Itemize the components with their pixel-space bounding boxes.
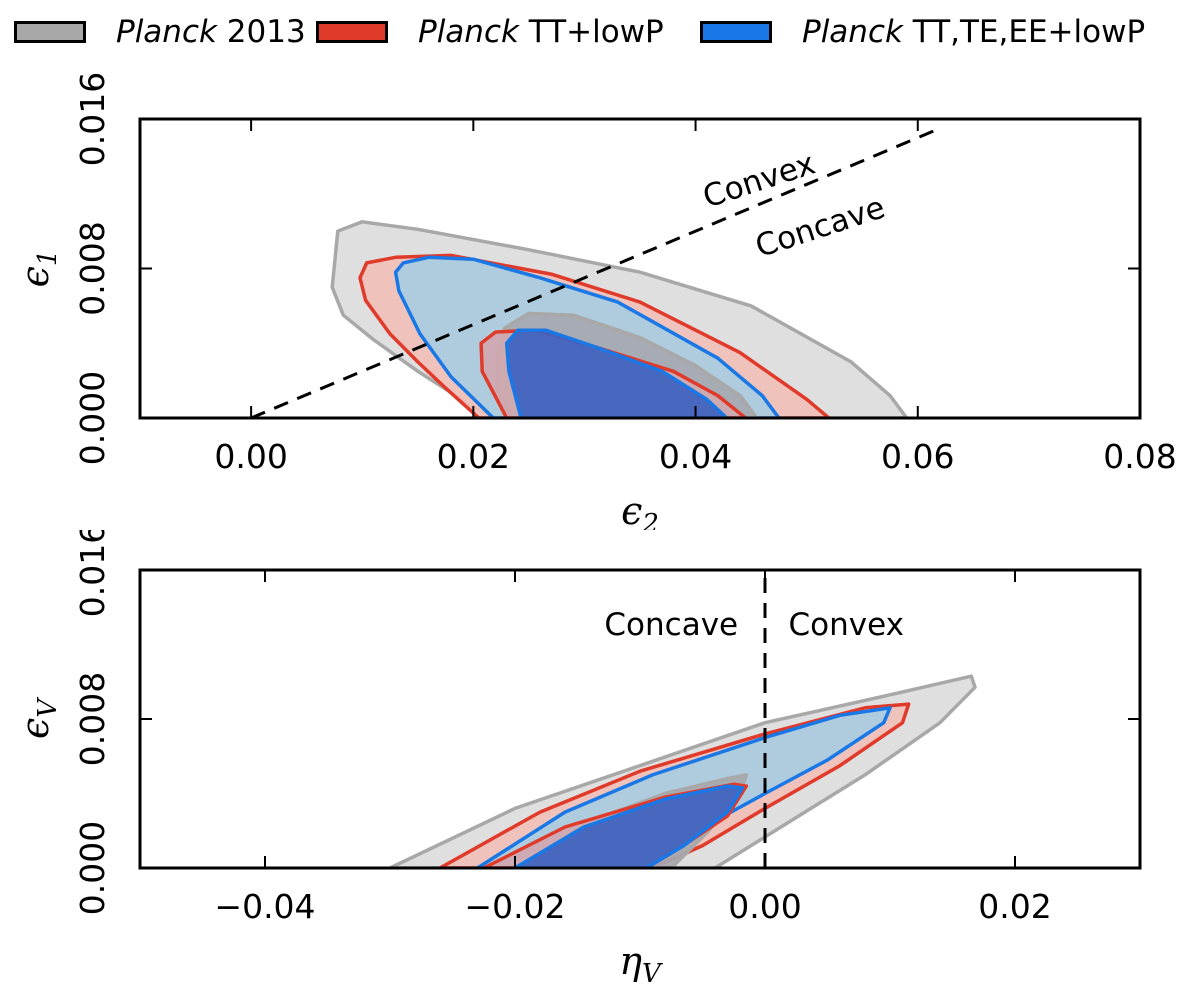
legend-swatch-planck-tt-lowp: [316, 21, 388, 43]
legend-item-planck-tt-te-ee-lowp: Planck TT,TE,EE+lowP: [700, 14, 1145, 50]
x-tick-label: 0.08: [1103, 437, 1176, 476]
contour-planck-tt-te-ee-lowp-68: [513, 784, 745, 868]
x-axis-label-subscript: V: [642, 959, 663, 989]
y-tick-label: 0.000: [73, 821, 112, 915]
x-tick-label: 0.00: [214, 437, 287, 476]
x-axis-label: ϵ2: [621, 489, 659, 530]
y-tick-label: 0.008: [73, 221, 112, 315]
plot-area: [388, 570, 977, 868]
x-axis-label-subscript: 2: [641, 509, 659, 530]
legend-item-planck-tt-lowp: Planck TT+lowP: [316, 14, 664, 50]
legend-swatch-planck-2013: [14, 21, 86, 43]
epsilonV-vs-etaV-chart: Concave Convex −0.04 −0.02 0.00 0.02 0.000 0.00…: [13, 530, 1142, 989]
x-tick-label: 0.04: [659, 437, 732, 476]
x-tick-label: 0.00: [728, 887, 801, 926]
y-tick-label: 0.016: [73, 72, 112, 166]
legend-label-planck-tt-te-ee-lowp: Planck TT,TE,EE+lowP: [802, 14, 1146, 50]
annotation-convex: Convex: [789, 607, 904, 643]
plot-area: [250, 126, 941, 418]
x-tick-label: 0.02: [437, 437, 510, 476]
x-tick-label: −0.02: [464, 887, 565, 926]
legend-label-planck-2013: Planck 2013: [116, 14, 306, 50]
legend-label-planck-tt-lowp: Planck TT+lowP: [418, 14, 664, 50]
x-tick-label: −0.04: [214, 887, 315, 926]
y-axis-label: ϵV: [13, 697, 63, 739]
y-axis-label: ϵ1: [13, 250, 63, 288]
contour-planck-tt-te-ee-lowp-68: [504, 328, 729, 418]
y-tick-label: 0.000: [73, 371, 112, 465]
x-tick-label: 0.06: [881, 437, 954, 476]
x-axis-label: ηV: [619, 939, 663, 989]
legend-item-planck-2013: Planck 2013: [14, 14, 306, 50]
y-axis-label-subscript: V: [33, 697, 63, 718]
x-tick-label: 0.02: [978, 887, 1051, 926]
y-tick-label: 0.016: [73, 530, 112, 617]
legend-swatch-planck-tt-te-ee-lowp: [700, 21, 772, 43]
legend: Planck 2013 Planck TT+lowP Planck TT,TE,…: [0, 0, 1200, 62]
annotation-concave: Concave: [604, 607, 738, 643]
annotation-concave: Concave: [751, 189, 889, 265]
y-tick-label: 0.008: [73, 672, 112, 766]
y-axis-label-subscript: 1: [33, 250, 63, 267]
